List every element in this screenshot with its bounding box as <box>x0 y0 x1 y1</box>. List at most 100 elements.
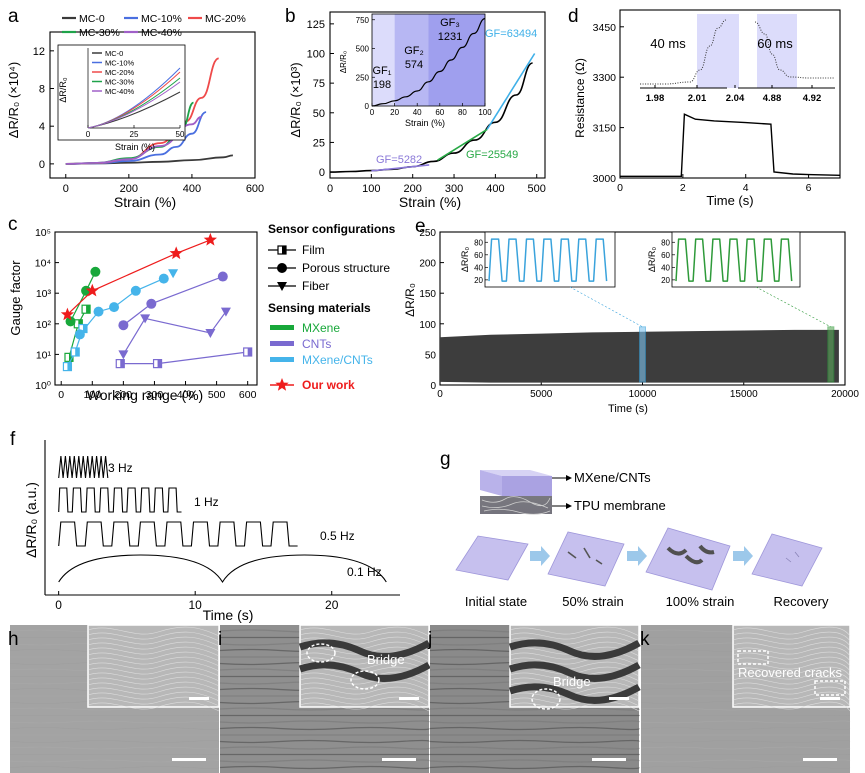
scale-bar-h <box>172 758 206 761</box>
panel-a-ylabel: ΔR/R₀ (×10⁴) <box>6 62 21 138</box>
inset-left-tick-label: 2.01 <box>688 93 707 104</box>
legend-label-Fiber: Fiber <box>302 279 329 293</box>
y-tick-label: 0 <box>430 381 436 392</box>
panel-c-ylabel: Gauge factor <box>8 260 23 336</box>
y-tick-label: 3150 <box>593 123 617 135</box>
stage-initial-sheet <box>455 535 529 581</box>
y-tick-label: 75 <box>313 78 325 90</box>
inset-legend-label: MC-40% <box>105 87 135 96</box>
series-line-0.1 Hz <box>58 554 387 584</box>
panel-label-d: d <box>568 6 579 27</box>
fit-line-3 <box>486 53 536 130</box>
inset-legend-label: MC-30% <box>105 78 135 87</box>
annotation-gf-3: GF=63494 <box>485 28 537 40</box>
bridge-marker-i-2 <box>350 670 380 690</box>
series-line-main <box>329 62 533 173</box>
data-point-Porous structure-MXene/CNTs <box>93 306 104 317</box>
sem-texture-i <box>219 765 430 770</box>
series-line-Fiber-CNTs <box>122 311 227 355</box>
panel-b-inset: 0 20 40 60 80 100 0 250 500 750 GF₁ 198 GF₂ 574 GF₃ 123… <box>356 13 492 117</box>
highlight-box-left <box>639 326 646 383</box>
inset-region-name: GF₁ <box>373 65 392 77</box>
series-line-1 Hz <box>58 487 182 513</box>
panel-label-a: a <box>8 6 19 27</box>
stage-label-100: 100% strain <box>666 594 735 609</box>
sem-texture-h <box>9 746 220 750</box>
data-point-Porous structure-MXene <box>90 266 101 277</box>
data-point-Film-MXene-half <box>86 305 91 314</box>
sem-inset-fibers-i <box>299 676 430 687</box>
legend-label: MC-20% <box>205 13 246 25</box>
arrow-stage-1 <box>530 546 550 566</box>
series-label-3 Hz: 3 Hz <box>108 461 133 475</box>
sem-inset-fibers-i <box>299 656 430 667</box>
panel-a-legend: MC-0 MC-10% MC-20% MC-30% MC-40% <box>62 13 246 39</box>
sem-crack-j <box>508 683 641 704</box>
y-tick-label: 8 <box>39 84 45 96</box>
panel-f-axes: 0 10 20 3 Hz 1 Hz 0.5 Hz 0.1 Hz <box>44 440 400 612</box>
y-tick-label: 150 <box>419 289 436 300</box>
scale-bar-inset-j <box>609 697 629 700</box>
inset-x-tick-label: 80 <box>458 108 467 117</box>
inset-legend-label: MC-10% <box>105 59 135 68</box>
stage-50-sheet <box>547 531 625 587</box>
sem-inset-fibers-h <box>87 651 220 662</box>
inset-right-connector <box>755 286 831 328</box>
panel-label-j: j <box>427 629 432 650</box>
series-line-Porous structure-CNTs <box>123 276 224 326</box>
sem-inset-fibers-k <box>732 681 851 692</box>
sem-texture-h <box>9 740 220 743</box>
inset-x-tick-label: 0 <box>370 108 375 117</box>
inset-y-tick-label: 750 <box>356 16 370 25</box>
sem-texture-k <box>640 766 851 769</box>
x-tick-label: 2 <box>680 182 686 194</box>
panel-d-axis-frame <box>619 9 841 179</box>
legend-title-configurations: Sensor configurations <box>268 222 396 236</box>
x-tick-label: 600 <box>239 389 257 401</box>
x-tick-label: 10000 <box>629 389 657 400</box>
sem-inset-fibers-h <box>87 701 220 712</box>
inset-x-tick-label: 40 <box>413 108 422 117</box>
legend-marker-Fiber <box>277 282 287 291</box>
panel-e-axes: 0 5000 10000 15000 20000 0 50 100 150 200 250 <box>419 228 859 400</box>
y-tick-label: 10⁴ <box>35 258 51 270</box>
data-point-Our work-Our work <box>169 246 183 260</box>
inset-left-y-tick-label: 20 <box>474 276 483 285</box>
inset-right-highlight <box>757 14 797 88</box>
panel-label-i: i <box>218 629 222 650</box>
sem-inset-fibers-i <box>299 631 430 642</box>
inset-right-y-tick-label: 20 <box>661 276 670 285</box>
bridge-marker-j <box>531 688 561 710</box>
inset-region-value: 198 <box>373 79 391 91</box>
panel-c-axes: 0 100 200 300 400 500 600 10⁰ 10¹ 10² 10³ 10⁴ 10⁵ <box>35 227 258 401</box>
sem-crack-i <box>298 661 431 682</box>
sem-inset-fibers-h <box>87 661 220 672</box>
series-line-Our work-Our work <box>66 239 211 316</box>
legend-swatch-MXene/CNTs <box>270 357 294 362</box>
legend-title-materials: Sensing materials <box>268 301 371 315</box>
y-tick-label: 3000 <box>593 173 617 185</box>
sem-inset-fibers-k <box>732 631 851 642</box>
inset-left-curve <box>640 19 727 85</box>
sem-panel-h <box>9 624 220 773</box>
data-point-Porous structure-CNTs <box>118 320 129 331</box>
inset-frame <box>371 13 486 107</box>
panel-a-axis-frame <box>49 31 256 179</box>
y-tick-label: 100 <box>419 320 436 331</box>
sem-inset-fibers-k <box>732 641 851 652</box>
panel-label-g: g <box>440 449 451 470</box>
legend-label: MC-40% <box>141 27 182 39</box>
y-tick-label: 10⁵ <box>35 227 51 239</box>
sem-texture-k <box>640 746 851 750</box>
panel-c-legend: Sensor configurations Film Porous structur… <box>268 222 396 392</box>
sem-panel-k <box>640 624 851 773</box>
y-tick-label: 50 <box>313 108 325 120</box>
data-point-Film-MXene-half <box>78 319 83 328</box>
x-tick-label: 400 <box>177 389 195 401</box>
panel-c-xlabel: Working range (%) <box>87 387 203 403</box>
data-point-Porous structure-CNTs <box>146 298 157 309</box>
x-tick-label: 300 <box>146 389 164 401</box>
sem-inset-fibers-j <box>509 626 640 637</box>
